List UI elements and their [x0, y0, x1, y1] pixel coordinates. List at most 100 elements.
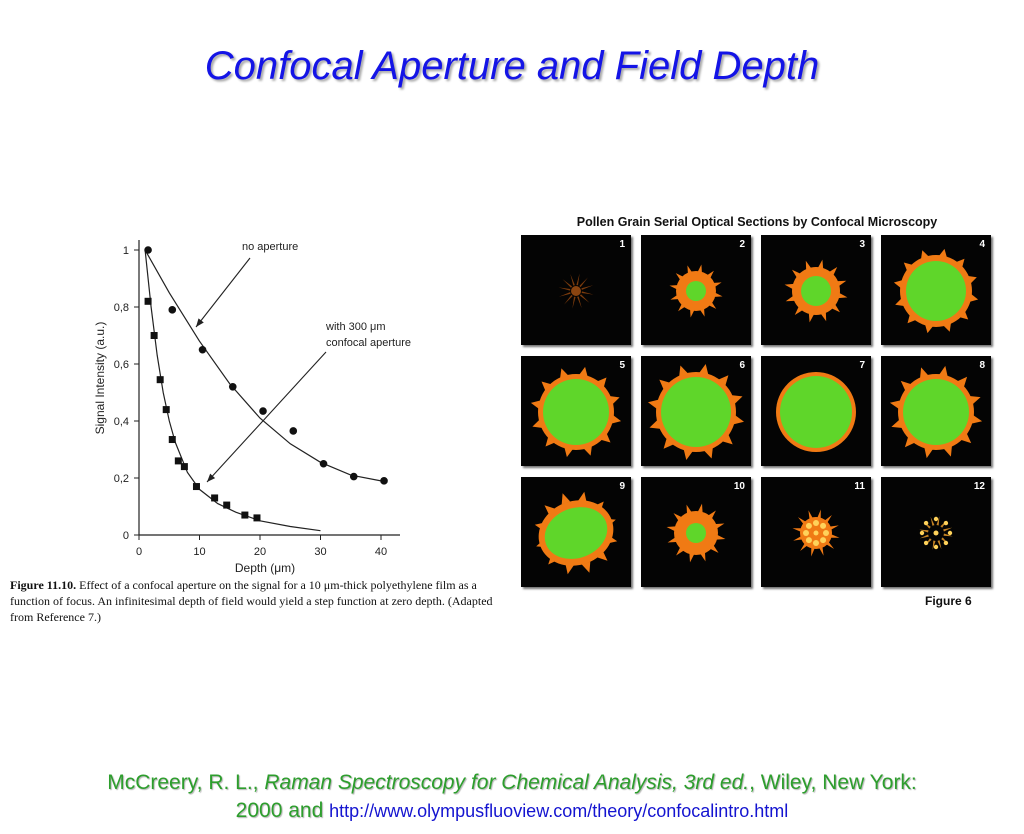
pollen-image	[893, 248, 979, 334]
data-point-aperture	[180, 463, 188, 471]
data-point-aperture	[162, 406, 170, 414]
pollen-spike	[919, 529, 929, 533]
pollen-spike	[581, 285, 594, 290]
frame-number: 11	[854, 481, 865, 492]
x-axis-label: Depth (μm)	[235, 561, 295, 575]
pollen-spike	[565, 563, 575, 575]
pollen-spike	[561, 493, 571, 505]
pollen-dot	[820, 522, 827, 529]
pollen-spike	[579, 277, 588, 288]
arrow-aperture	[206, 351, 327, 483]
y-tick-label: 0,2	[114, 473, 129, 485]
caption-label: Figure 11.10.	[10, 578, 77, 592]
pollen-image	[534, 491, 618, 575]
data-point-no-aperture	[168, 306, 177, 314]
pollen-core	[661, 377, 731, 447]
data-point-aperture	[168, 436, 176, 444]
annotation-aperture-line1: with 300 μm	[325, 321, 386, 333]
pollen-spike	[936, 516, 940, 526]
pollen-dot	[933, 516, 939, 522]
pollen-image	[669, 264, 723, 318]
frame-number: 2	[739, 239, 745, 250]
series-curve-1	[144, 249, 382, 482]
pollen-spike	[716, 375, 729, 388]
pollen-spike	[541, 381, 553, 393]
pollen-title: Pollen Grain Serial Optical Sections by …	[576, 215, 938, 229]
pollen-spike	[955, 376, 968, 389]
pollen-image	[792, 509, 840, 557]
pollen-spike	[564, 294, 573, 305]
data-point-no-aperture	[289, 427, 298, 435]
pollen-image	[919, 516, 953, 550]
slide-title: Confocal Aperture and Field Depth	[204, 44, 820, 88]
pollen-frame: 5	[521, 356, 631, 466]
pollen-dot	[943, 540, 949, 546]
pollen-frame: 1	[521, 235, 631, 345]
arrow-no-aperture	[195, 257, 251, 328]
pollen-spike	[545, 435, 557, 447]
pollen-spike	[932, 540, 936, 550]
pollen-image	[776, 372, 856, 452]
y-tick-label: 1	[123, 245, 129, 257]
pollen-dot	[813, 520, 819, 526]
pollen-dot	[923, 520, 929, 526]
pollen-spike	[562, 279, 573, 288]
pollen-core	[801, 276, 831, 306]
pollen-core	[544, 507, 608, 559]
pollen-dot	[803, 530, 809, 536]
pollen-core	[543, 379, 609, 445]
reference-link[interactable]: http://www.olympusfluoview.com/theory/co…	[329, 801, 789, 821]
pollen-image	[530, 366, 622, 458]
pollen-frame: 9	[521, 477, 631, 587]
pollen-dot	[923, 540, 929, 546]
pollen-frame: 2	[641, 235, 751, 345]
data-point-no-aperture	[198, 345, 207, 354]
pollen-dot	[947, 530, 953, 536]
frame-number: 10	[733, 481, 745, 492]
pollen-spike	[943, 527, 953, 532]
pollen-frame: 3	[761, 235, 871, 345]
x-tick-label: 10	[193, 546, 205, 558]
frame-number: 4	[979, 239, 985, 250]
data-point-aperture	[211, 494, 219, 502]
pollen-dot	[813, 540, 819, 546]
pollen-frame: 4	[881, 235, 991, 345]
pollen-frame: 10	[641, 477, 751, 587]
arrow-no-aperture-head	[196, 318, 204, 327]
pollen-spike	[558, 287, 571, 291]
frame-number: 6	[739, 360, 745, 371]
chart-points	[144, 246, 388, 522]
data-point-aperture	[223, 501, 231, 509]
pollen-frame: 7	[761, 356, 871, 466]
pollen-frame: 12	[881, 477, 991, 587]
data-point-no-aperture	[380, 477, 388, 485]
frame-number: 12	[973, 481, 985, 492]
data-point-no-aperture	[144, 246, 152, 254]
pollen-spike	[579, 294, 590, 303]
y-tick-label: 0,8	[114, 302, 129, 314]
x-tick-label: 0	[136, 546, 142, 558]
reference-book: Raman Spectroscopy for Chemical Analysis…	[264, 771, 750, 794]
y-tick-label: 0,4	[114, 416, 129, 428]
pollen-spike	[544, 505, 556, 516]
pollen-dot	[933, 544, 939, 550]
data-point-aperture	[150, 332, 158, 339]
pollen-core	[903, 379, 969, 445]
chart-annotations: no aperture with 300 μm confocal aperture	[195, 241, 411, 483]
pollen-frame: 6	[641, 356, 751, 466]
pollen-spike	[558, 292, 571, 297]
y-axis-label: Signal Intensity (a.u.)	[93, 322, 107, 435]
data-point-no-aperture	[349, 472, 358, 481]
x-tick-label: 40	[375, 546, 387, 558]
pollen-frame: 11	[761, 477, 871, 587]
reference-citation: McCreery, R. L., Raman Spectroscopy for …	[0, 769, 1024, 825]
frame-number: 3	[859, 239, 865, 250]
chart-ticks: 0 10 20 30 40 0 0,2 0,4 0,6 0,8 1 Depth (μm) Signal …	[93, 245, 387, 575]
pollen-image	[558, 273, 594, 309]
pollen-spike	[595, 377, 607, 389]
pollen-spike	[599, 431, 611, 443]
pollen-spike	[720, 432, 733, 445]
figure-caption: Figure 11.10. Effect of a confocal apert…	[10, 577, 510, 625]
reference-year: 2000 and	[235, 799, 330, 822]
pollen-spike	[663, 436, 676, 449]
